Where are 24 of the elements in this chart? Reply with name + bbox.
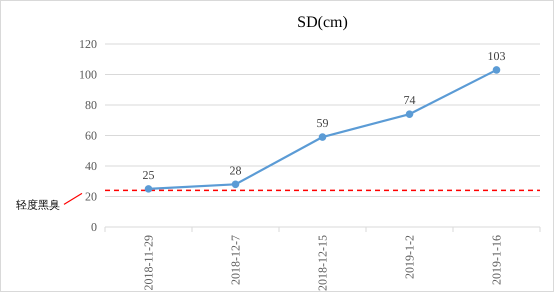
y-tick-label: 20 xyxy=(85,190,97,204)
data-label: 103 xyxy=(488,48,506,63)
x-tick-label: 2018-12-15 xyxy=(316,235,330,291)
y-tick-label: 0 xyxy=(91,220,97,234)
y-tick-label: 60 xyxy=(85,128,97,142)
y-tick-label: 120 xyxy=(79,37,97,51)
point xyxy=(318,133,326,141)
chart-title: SD(cm) xyxy=(297,14,348,31)
point xyxy=(492,66,500,74)
data-label: 74 xyxy=(404,93,416,108)
x-tick-label: 2018-12-7 xyxy=(228,235,242,285)
data-label: 28 xyxy=(230,163,242,178)
data-label: 59 xyxy=(316,116,328,130)
point xyxy=(406,110,414,118)
x-tick-label: 2019-1-2 xyxy=(402,235,416,279)
y-tick-label: 80 xyxy=(85,98,97,112)
x-tick-label: 2019-1-16 xyxy=(490,235,504,285)
x-tick-label: 2018-11-29 xyxy=(142,235,156,291)
data-label: 25 xyxy=(142,168,154,182)
point xyxy=(232,180,240,188)
y-tick-label: 100 xyxy=(79,68,97,82)
legend-label: 轻度黑臭 xyxy=(16,198,60,212)
point xyxy=(144,185,152,193)
y-tick-label: 40 xyxy=(85,159,97,173)
